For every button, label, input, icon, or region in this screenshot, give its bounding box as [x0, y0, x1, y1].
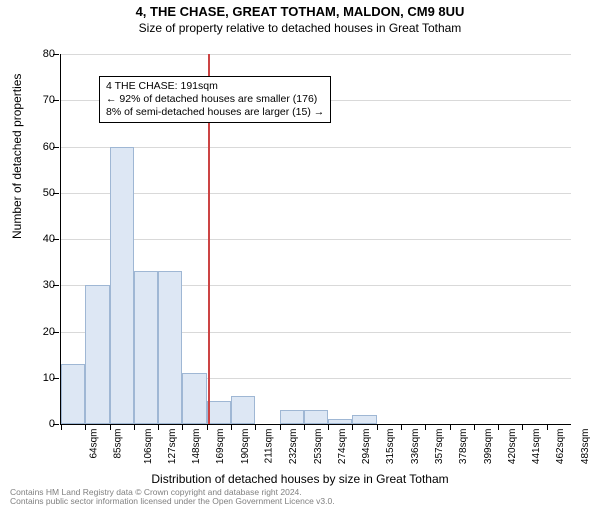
y-tick-label: 70 [15, 94, 55, 106]
x-tick [474, 424, 475, 430]
y-tick-label: 10 [15, 372, 55, 384]
y-tick-label: 40 [15, 233, 55, 245]
histogram-bar [304, 410, 328, 424]
y-tick-label: 60 [15, 141, 55, 153]
x-tick [450, 424, 451, 430]
gridline [61, 193, 571, 194]
x-tick [498, 424, 499, 430]
x-tick-label: 211sqm [263, 429, 274, 464]
x-tick [304, 424, 305, 430]
x-tick [522, 424, 523, 430]
x-tick-label: 169sqm [216, 429, 227, 465]
chart-main-title: 4, THE CHASE, GREAT TOTHAM, MALDON, CM9 … [0, 4, 600, 19]
histogram-bar [280, 410, 304, 424]
x-tick [231, 424, 232, 430]
x-tick-label: 399sqm [483, 429, 494, 465]
annotation-box: 4 THE CHASE: 191sqm← 92% of detached hou… [99, 76, 331, 123]
x-tick-label: 378sqm [458, 429, 469, 465]
histogram-bar [352, 415, 376, 424]
x-axis-title: Distribution of detached houses by size … [0, 472, 600, 486]
plot-region: 0102030405060708064sqm85sqm106sqm127sqm1… [60, 54, 571, 425]
x-tick-label: 85sqm [113, 429, 124, 459]
histogram-bar [328, 419, 352, 424]
histogram-bar [85, 285, 109, 424]
x-tick-label: 64sqm [89, 429, 100, 459]
histogram-bar [231, 396, 255, 424]
x-tick [377, 424, 378, 430]
histogram-bar [134, 271, 158, 424]
gridline [61, 54, 571, 55]
chart-area: 0102030405060708064sqm85sqm106sqm127sqm1… [60, 54, 570, 424]
chart-sub-title: Size of property relative to detached ho… [0, 21, 600, 35]
x-tick [352, 424, 353, 430]
x-tick-label: 357sqm [434, 429, 445, 465]
x-tick-label: 232sqm [288, 429, 299, 465]
x-tick [280, 424, 281, 430]
x-tick-label: 127sqm [167, 429, 178, 465]
histogram-bar [182, 373, 206, 424]
x-tick-label: 462sqm [556, 429, 567, 465]
x-tick [85, 424, 86, 430]
x-tick [158, 424, 159, 430]
y-tick-label: 80 [15, 48, 55, 60]
gridline [61, 147, 571, 148]
x-tick-label: 253sqm [313, 429, 324, 465]
x-tick-label: 315sqm [386, 429, 397, 465]
y-tick-label: 50 [15, 187, 55, 199]
x-tick-label: 483sqm [580, 429, 591, 465]
histogram-bar [158, 271, 182, 424]
histogram-bar [61, 364, 85, 424]
footer-attribution: Contains HM Land Registry data © Crown c… [10, 488, 335, 507]
x-tick [255, 424, 256, 430]
x-tick [134, 424, 135, 430]
x-tick [401, 424, 402, 430]
x-tick-label: 420sqm [507, 429, 518, 465]
x-tick-label: 148sqm [191, 429, 202, 465]
x-tick [328, 424, 329, 430]
histogram-bar [207, 401, 231, 424]
x-tick-label: 274sqm [337, 429, 348, 465]
x-tick [182, 424, 183, 430]
y-tick-label: 0 [15, 418, 55, 430]
x-tick-label: 190sqm [240, 429, 251, 465]
x-tick [547, 424, 548, 430]
x-tick-label: 294sqm [361, 429, 372, 465]
annotation-line3: 8% of semi-detached houses are larger (1… [106, 106, 324, 118]
histogram-bar [110, 147, 134, 425]
y-tick-label: 20 [15, 326, 55, 338]
x-tick [110, 424, 111, 430]
x-tick [425, 424, 426, 430]
x-tick [207, 424, 208, 430]
annotation-line2: ← 92% of detached houses are smaller (17… [106, 93, 317, 105]
footer-line2: Contains public sector information licen… [10, 496, 335, 506]
annotation-line1: 4 THE CHASE: 191sqm [106, 80, 218, 92]
x-tick [61, 424, 62, 430]
x-tick-label: 106sqm [143, 429, 154, 465]
gridline [61, 239, 571, 240]
y-tick-label: 30 [15, 279, 55, 291]
x-tick-label: 441sqm [531, 429, 542, 465]
x-tick-label: 336sqm [410, 429, 421, 465]
